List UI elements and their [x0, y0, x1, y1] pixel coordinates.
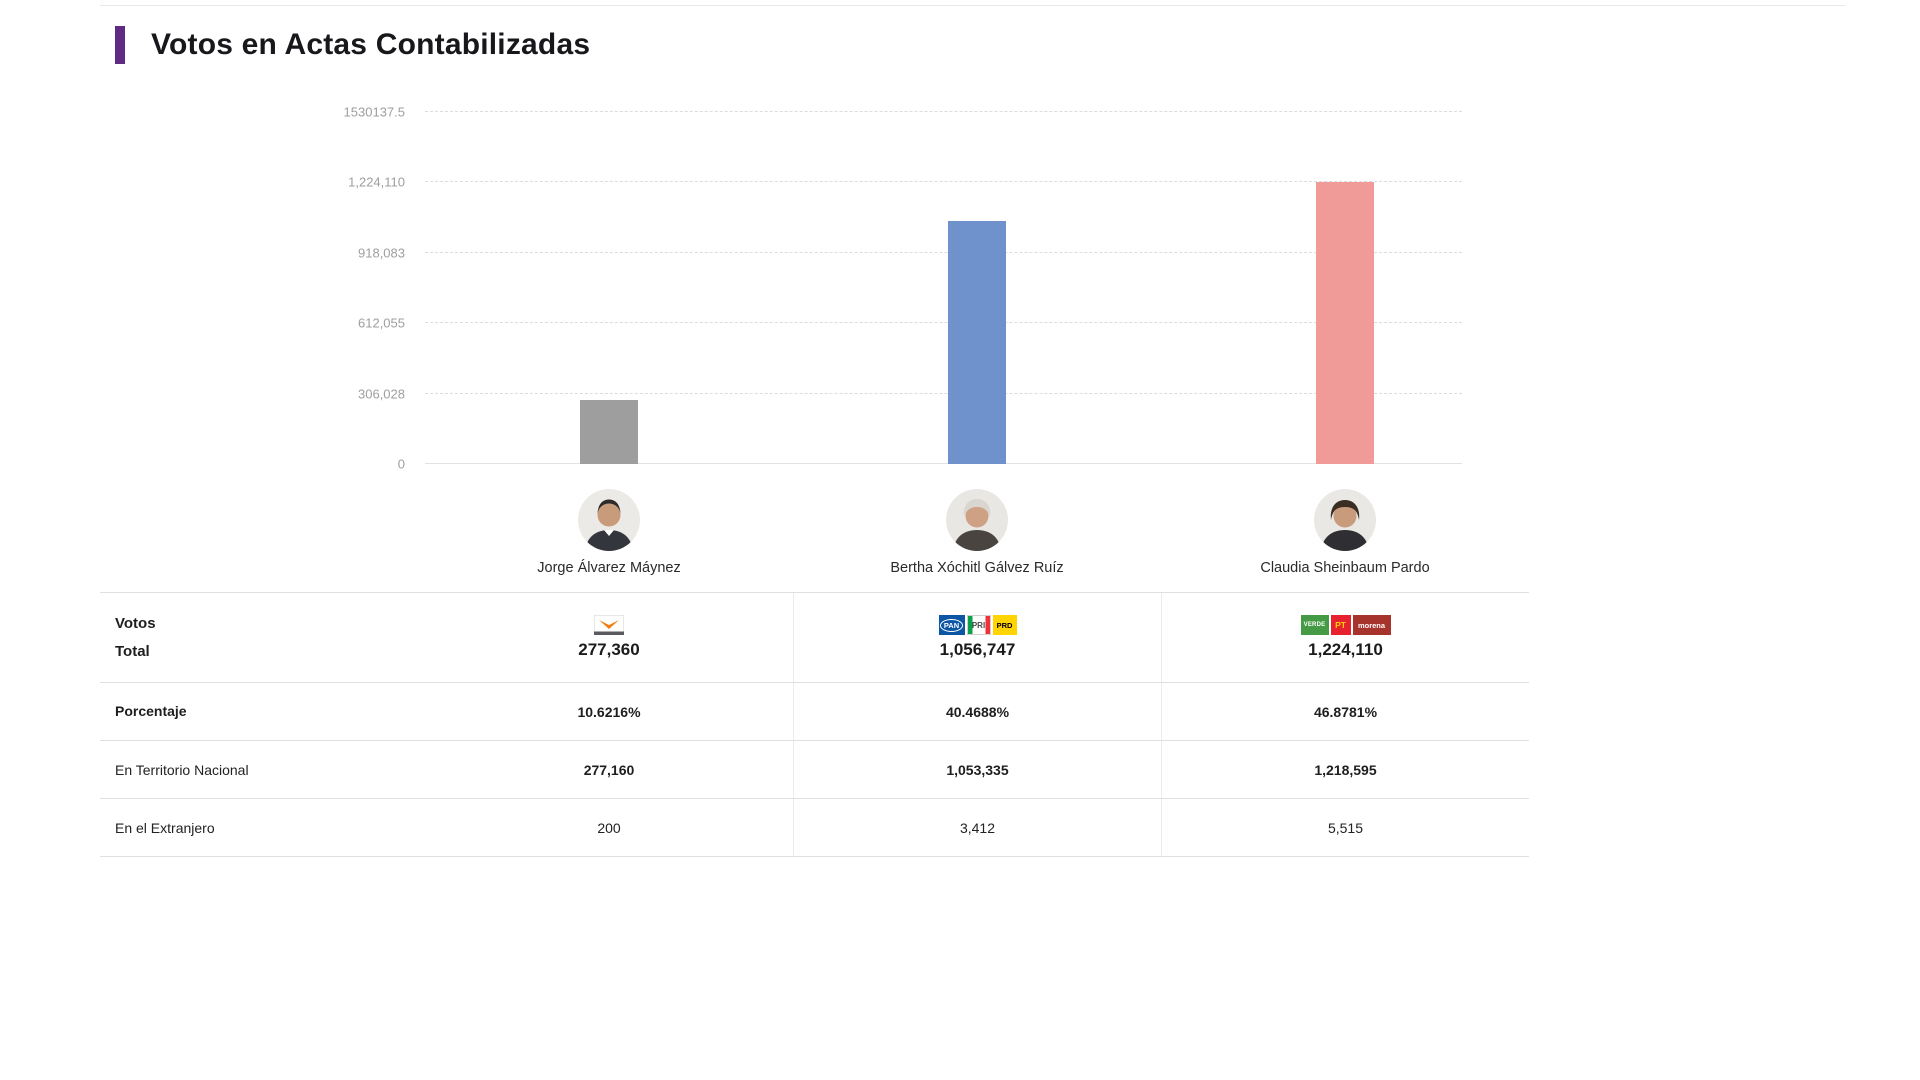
- porcentaje-label-cell: Porcentaje: [100, 683, 425, 740]
- pct-maynez: 10.6216%: [577, 703, 641, 720]
- tn-cell-galvez: 1,053,335: [793, 741, 1161, 798]
- pct-cell-sheinbaum: 46.8781%: [1161, 683, 1529, 740]
- pct-cell-galvez: 40.4688%: [793, 683, 1161, 740]
- bar-column-maynez: [425, 112, 793, 464]
- bar-column-sheinbaum: [1161, 112, 1529, 464]
- page-header: Votos en Actas Contabilizadas: [0, 0, 1920, 64]
- sheinbaum-bar[interactable]: [1316, 182, 1374, 464]
- tn-maynez: 277,160: [583, 761, 635, 778]
- y-axis-labels: 0 306,028 612,055 918,083 1,224,110 1530137.5: [235, 105, 405, 472]
- tn-cell-maynez: 277,160: [425, 741, 793, 798]
- total-cell-galvez: PAN PRI PRD 1,056,747: [793, 593, 1161, 682]
- party-logos-galvez: PAN PRI PRD: [938, 615, 1017, 635]
- pvem-logo: VERDE: [1300, 615, 1329, 635]
- pct-sheinbaum: 46.8781%: [1313, 703, 1378, 720]
- candidate-name: Jorge Álvarez Máynez: [537, 560, 681, 576]
- chart-plot-area: 0 306,028 612,055 918,083 1,224,110 1530137.5: [344, 105, 1529, 472]
- party-logos-maynez: [594, 615, 624, 635]
- territorio-nacional-row: En Territorio Nacional 277,160 1,053,335…: [100, 740, 1529, 798]
- extranjero-label: En el Extranjero: [115, 819, 215, 836]
- votes-bar-chart: 0 306,028 612,055 918,083 1,224,110 1530137.5: [344, 105, 1529, 472]
- pct-galvez: 40.4688%: [945, 703, 1010, 720]
- total-votes-maynez: 277,360: [578, 640, 640, 659]
- movimiento-ciudadano-logo: [594, 615, 624, 635]
- extranjero-row: En el Extranjero 200 3,412 5,515: [100, 798, 1529, 856]
- total-label: Total: [115, 642, 150, 660]
- y-tick-label: 1,224,110: [348, 174, 405, 190]
- gridline: [425, 251, 1462, 253]
- page-title: Votos en Actas Contabilizadas: [151, 28, 591, 61]
- extranjero-label-cell: En el Extranjero: [100, 799, 425, 856]
- pt-logo: PT: [1330, 615, 1351, 635]
- gridline: [425, 181, 1462, 183]
- candidate-maynez: Jorge Álvarez Máynez: [425, 489, 793, 576]
- votos-label: Votos: [115, 614, 156, 632]
- votos-total-row: Votos Total 277,360 PAN PRI PRD: [100, 592, 1529, 682]
- results-table: Votos Total 277,360 PAN PRI PRD: [100, 592, 1529, 857]
- territorio-label: En Territorio Nacional: [115, 761, 249, 778]
- ex-maynez: 200: [597, 819, 621, 836]
- territorio-label-cell: En Territorio Nacional: [100, 741, 425, 798]
- ex-cell-sheinbaum: 5,515: [1161, 799, 1529, 856]
- candidates-row: Jorge Álvarez Máynez Bertha Xóchitl Gálv…: [425, 489, 1529, 576]
- y-tick-label: 1530137.5: [343, 104, 405, 120]
- porcentaje-label: Porcentaje: [115, 702, 187, 719]
- pan-logo: PAN: [938, 615, 965, 635]
- gridlines: [425, 111, 1462, 464]
- ex-sheinbaum: 5,515: [1327, 819, 1364, 836]
- prd-logo: PRD: [992, 615, 1017, 635]
- gridline: [425, 322, 1462, 324]
- pri-logo: PRI: [966, 615, 991, 635]
- tn-sheinbaum: 1,218,595: [1314, 761, 1377, 778]
- total-cell-sheinbaum: VERDE PT morena 1,224,110: [1161, 593, 1529, 682]
- ex-cell-galvez: 3,412: [793, 799, 1161, 856]
- candidate-photo-sheinbaum: [1314, 489, 1376, 551]
- candidate-photo-maynez: [578, 489, 640, 551]
- ex-cell-maynez: 200: [425, 799, 793, 856]
- tn-cell-sheinbaum: 1,218,595: [1161, 741, 1529, 798]
- candidate-galvez: Bertha Xóchitl Gálvez Ruíz: [793, 489, 1161, 576]
- y-tick-label: 0: [397, 456, 405, 472]
- party-logos-sheinbaum: VERDE PT morena: [1300, 615, 1391, 635]
- porcentaje-row: Porcentaje 10.6216% 40.4688% 46.8781%: [100, 682, 1529, 740]
- gridline: [425, 463, 1462, 464]
- total-cell-maynez: 277,360: [425, 593, 793, 682]
- pct-cell-maynez: 10.6216%: [425, 683, 793, 740]
- candidate-name: Bertha Xóchitl Gálvez Ruíz: [890, 560, 1064, 576]
- gridline: [425, 392, 1462, 394]
- tn-galvez: 1,053,335: [946, 761, 1009, 778]
- top-divider: [100, 5, 1845, 6]
- bars: [425, 112, 1529, 464]
- votos-total-label: Votos Total: [100, 593, 425, 682]
- total-votes-sheinbaum: 1,224,110: [1308, 640, 1383, 659]
- total-votes-galvez: 1,056,747: [939, 640, 1016, 659]
- bar-column-galvez: [793, 112, 1161, 464]
- gridline: [425, 111, 1462, 112]
- accent-bar: [115, 26, 125, 64]
- morena-logo: morena: [1352, 615, 1391, 635]
- candidate-photo-galvez: [946, 489, 1008, 551]
- candidate-name: Claudia Sheinbaum Pardo: [1260, 560, 1430, 576]
- y-tick-label: 612,055: [358, 315, 405, 331]
- ex-galvez: 3,412: [959, 819, 996, 836]
- y-tick-label: 306,028: [358, 386, 405, 402]
- maynez-bar[interactable]: [580, 400, 638, 464]
- candidate-sheinbaum: Claudia Sheinbaum Pardo: [1161, 489, 1529, 576]
- galvez-bar[interactable]: [948, 220, 1006, 464]
- y-tick-label: 918,083: [358, 245, 405, 261]
